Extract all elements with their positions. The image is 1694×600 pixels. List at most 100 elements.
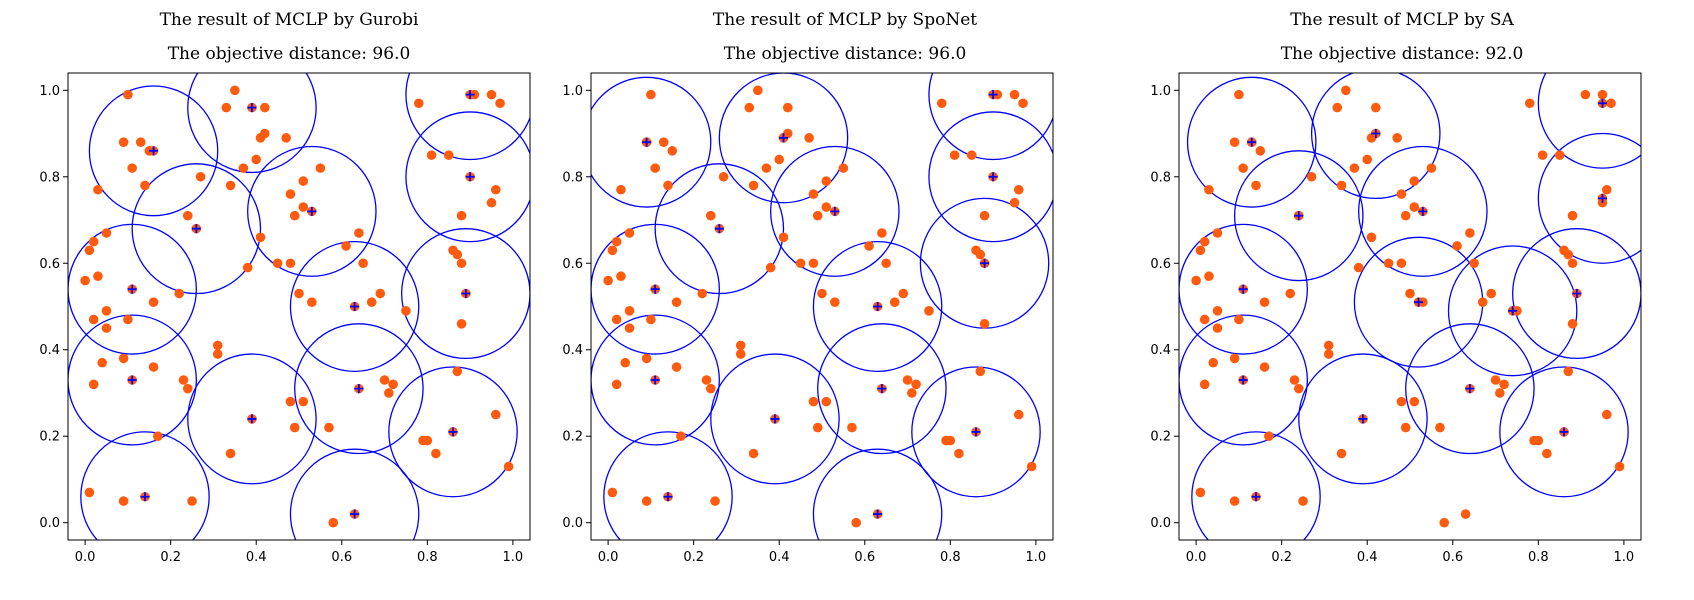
demand-point: [456, 318, 467, 329]
demand-point: [431, 448, 441, 459]
facility-marker: [988, 172, 998, 182]
coverage-circle: [718, 73, 849, 204]
y-tick-label: 0.0: [39, 516, 60, 531]
coverage-circle: [88, 85, 219, 217]
facility-marker: [1247, 137, 1257, 147]
plot-frame: [590, 72, 1054, 541]
demand-point: [847, 422, 857, 433]
demand-point: [624, 228, 635, 238]
demand-point: [1409, 202, 1420, 212]
facility-marker: [350, 302, 360, 311]
demand-point: [123, 89, 133, 100]
demand-point: [281, 133, 291, 143]
demand-point: [101, 228, 112, 238]
demand-point: [1400, 210, 1411, 221]
demand-point: [1323, 349, 1334, 359]
demand-point: [1259, 362, 1270, 372]
demand-point: [1208, 357, 1219, 368]
demand-point: [663, 180, 673, 191]
demand-point: [127, 163, 137, 173]
demand-point: [808, 189, 819, 199]
x-tick-label: 0.0: [75, 550, 96, 565]
demand-point: [259, 102, 270, 113]
demand-point: [658, 137, 669, 147]
facility-marker: [770, 414, 780, 424]
demand-point: [671, 362, 682, 372]
demand-point: [1362, 154, 1373, 165]
demand-point: [422, 435, 433, 446]
demand-point: [1452, 241, 1462, 251]
demand-point: [1597, 89, 1608, 100]
demand-point: [251, 154, 262, 165]
demand-point: [503, 461, 514, 472]
y-tick-label: 0.4: [39, 343, 60, 358]
facility-markers: [1238, 98, 1608, 502]
demand-point: [88, 379, 99, 390]
demand-point: [821, 396, 832, 407]
demand-point: [804, 133, 814, 143]
coverage-circle: [1191, 431, 1321, 540]
coverage-circles: [1179, 73, 1641, 540]
demand-point: [118, 137, 129, 147]
demand-point: [1486, 288, 1497, 299]
coverage-circle: [928, 111, 1053, 243]
demand-point: [118, 353, 129, 364]
demand-point: [1439, 517, 1450, 528]
demand-point: [375, 288, 386, 299]
facility-marker: [1251, 492, 1261, 502]
facility-marker: [650, 375, 660, 385]
demand-point: [1013, 184, 1024, 195]
demand-point: [97, 357, 108, 368]
x-tick-label: 0.8: [1528, 550, 1549, 565]
demand-point: [838, 163, 849, 173]
demand-point: [705, 210, 716, 221]
demand-point: [212, 340, 223, 351]
demand-point: [123, 314, 133, 325]
demand-point: [705, 383, 716, 394]
coverage-circle: [1537, 132, 1641, 264]
demand-point: [452, 366, 463, 377]
facility-marker: [140, 492, 150, 502]
demand-point: [1606, 98, 1616, 109]
demand-point: [808, 396, 819, 407]
demand-point: [778, 232, 789, 243]
x-tick-label: 0.2: [683, 550, 704, 565]
demand-point: [1460, 509, 1471, 519]
y-tick-label: 1.0: [1150, 84, 1171, 99]
demand-points: [603, 85, 1037, 528]
facility-marker: [663, 492, 673, 502]
demand-point: [718, 171, 729, 182]
demand-point: [1332, 102, 1343, 113]
demand-point: [135, 137, 146, 147]
demand-point: [881, 258, 891, 269]
demand-point: [1212, 228, 1223, 238]
coverage-circle: [1405, 323, 1535, 455]
x-tick-label: 0.0: [598, 550, 619, 565]
x-tick-label: 0.6: [331, 550, 352, 565]
coverage-circle: [388, 366, 518, 498]
facility-marker: [1418, 206, 1428, 216]
demand-point: [646, 314, 656, 325]
demand-point: [1537, 150, 1548, 160]
demand-point: [212, 349, 223, 359]
demand-point: [307, 297, 317, 307]
panel-sa: The result of MCLP by SA The objective d…: [1150, 10, 1642, 565]
demand-point: [1465, 228, 1475, 238]
coverage-circle: [187, 353, 317, 485]
demand-point: [611, 379, 622, 390]
demand-point: [975, 366, 986, 377]
facility-marker: [1465, 384, 1475, 394]
demand-point: [979, 318, 990, 329]
demand-point: [624, 323, 635, 333]
demand-point: [1601, 184, 1612, 195]
coverage-circle: [1186, 76, 1317, 208]
coverage-circle: [187, 73, 317, 174]
demand-point: [486, 197, 497, 208]
facility-marker: [1371, 129, 1381, 139]
demand-point: [178, 375, 189, 385]
y-tick-label: 0.2: [562, 430, 583, 445]
demand-point: [1199, 314, 1210, 325]
panel-title: The result of MCLP by SpoNet: [713, 10, 977, 30]
coverage-circle: [294, 323, 424, 455]
coverage-circle: [710, 353, 840, 485]
